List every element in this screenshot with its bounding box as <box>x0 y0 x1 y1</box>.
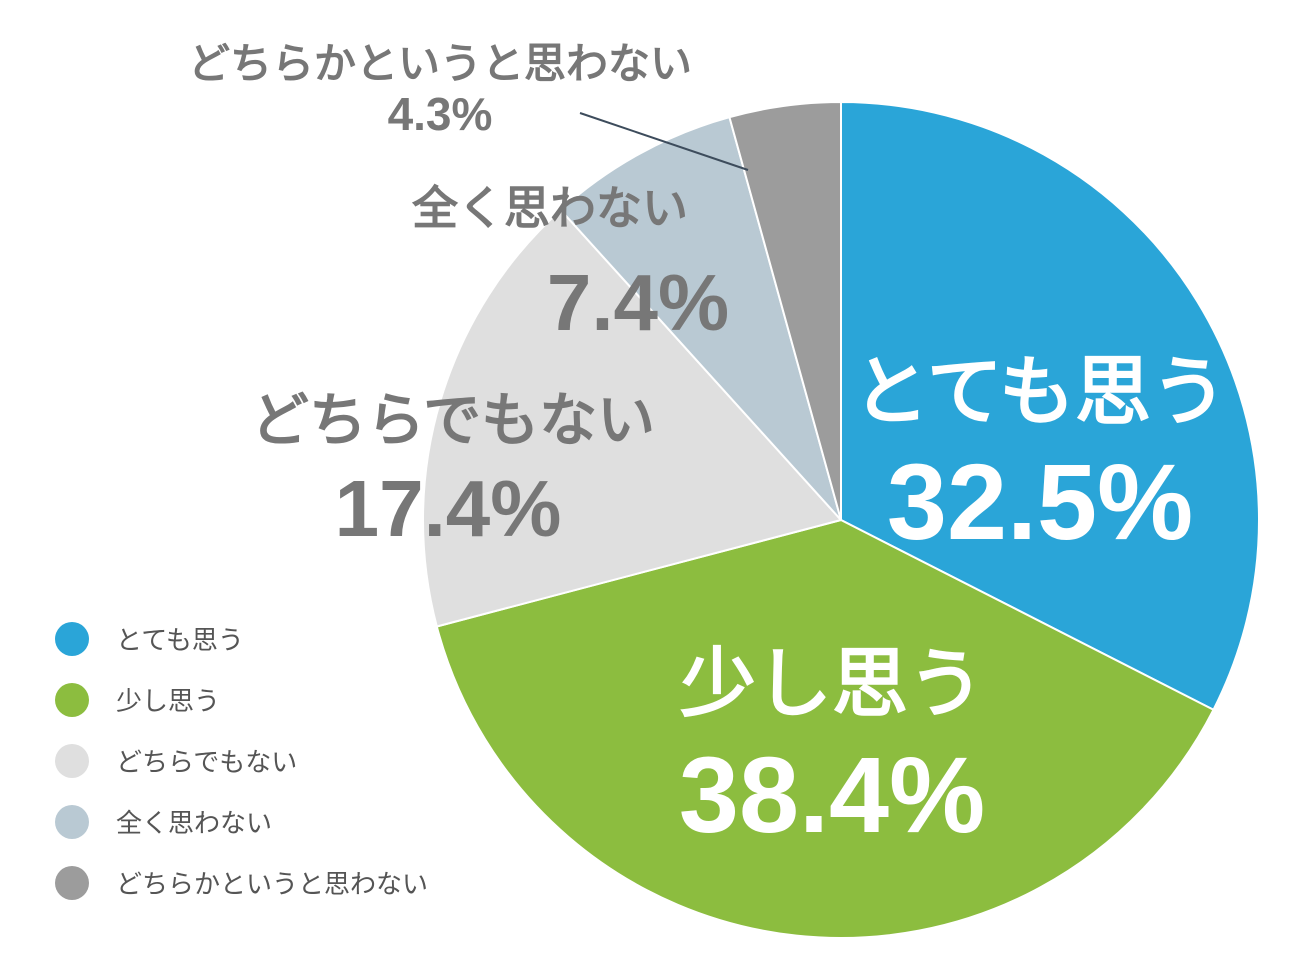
legend-label-sukoshi-omou: 少し思う <box>116 687 221 717</box>
slice-label-name-2: どちらでもない <box>251 386 655 454</box>
slice-label-name-4: どちらかというと思わない <box>188 39 692 88</box>
legend-label-totemo-omou: とても思う <box>116 626 244 656</box>
legend-swatch-sukoshi-omou <box>55 682 89 717</box>
slice-label-name-0: とても思う <box>853 347 1227 436</box>
legend-swatch-mattaku-omowanai <box>55 804 89 839</box>
slice-label-name-1: 少し思う <box>680 639 984 728</box>
slice-label-name-3: 全く思わない <box>411 181 688 235</box>
legend-swatch-totemo-omou <box>55 621 89 656</box>
pie-slice-dochira-demo-nai <box>422 208 842 628</box>
legend-swatch-dochiraka-omowanai <box>55 865 89 900</box>
pie-slices <box>422 101 1260 939</box>
legend-swatch-dochira-demo-nai <box>55 743 89 778</box>
legend-label-mattaku-omowanai: 全く思わない <box>116 809 273 839</box>
legend-item-dochira-demo-nai: どちらでもない <box>55 730 428 791</box>
legend-item-totemo-omou: とても思う <box>55 608 428 669</box>
leader-line <box>579 112 749 171</box>
pie-slice-dochiraka-omowanai <box>728 101 842 521</box>
legend-label-dochiraka-omowanai: どちらかというと思わない <box>116 870 429 900</box>
slice-label-value-0: 32.5% <box>887 441 1193 562</box>
pie-slice-sukoshi-omou <box>435 519 1215 939</box>
pie-slice-totemo-omou <box>840 101 1260 711</box>
legend: とても思う 少し思う どちらでもない 全く思わない どちらかというと思わない <box>55 608 428 913</box>
legend-label-dochira-demo-nai: どちらでもない <box>116 748 298 778</box>
legend-item-sukoshi-omou: 少し思う <box>55 669 428 730</box>
legend-item-mattaku-omowanai: 全く思わない <box>55 791 428 852</box>
slice-label-value-4: 4.3% <box>388 88 493 140</box>
pie-slice-mattaku-omowanai <box>559 116 842 521</box>
slice-labels: とても思う 32.5% 少し思う 38.4% どちらでもない 17.4% 全く思… <box>188 39 1227 855</box>
slice-label-value-1: 38.4% <box>679 734 985 855</box>
legend-item-dochiraka-omowanai: どちらかというと思わない <box>55 852 428 913</box>
slice-label-value-2: 17.4% <box>335 464 562 553</box>
slice-label-value-3: 7.4% <box>547 258 729 347</box>
